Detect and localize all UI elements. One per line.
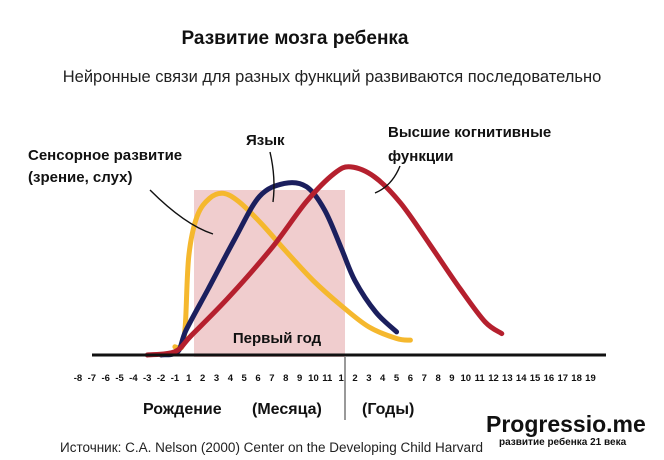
x-tick-label: 15 <box>530 373 541 384</box>
x-tick-label: 6 <box>408 373 413 384</box>
x-tick-label: 4 <box>380 373 386 384</box>
x-tick-label: 7 <box>422 373 427 384</box>
x-tick-label: 7 <box>269 373 274 384</box>
months-axis-label: (Месяца) <box>252 401 322 418</box>
x-tick-label: 3 <box>214 373 219 384</box>
x-tick-label: 11 <box>475 373 486 384</box>
x-tick-label: 1 <box>186 373 192 384</box>
cognitive-label-sub: функции <box>388 148 454 165</box>
x-tick-label: 8 <box>435 373 440 384</box>
birth-axis-label: Рождение <box>143 401 222 418</box>
x-tick-label: 10 <box>461 373 472 384</box>
language-label: Язык <box>246 132 285 149</box>
language-line <box>158 180 400 358</box>
x-tick-label: -6 <box>101 373 109 384</box>
x-tick-label: 8 <box>283 373 288 384</box>
x-tick-label: -7 <box>88 373 96 384</box>
x-tick-label: 10 <box>308 373 319 384</box>
sensory-callout-line <box>149 189 214 235</box>
x-tick-labels: -8 -7 -6 -5 -4 -3 -2 -1 1 2 3 4 5 6 7 8 9 10 11 1 2 3 4 5 6 7 8 9 10… <box>74 373 596 384</box>
x-tick-label: -8 <box>74 373 82 384</box>
chart-title: Развитие мозга ребенка <box>181 28 409 49</box>
x-tick-label: 1 <box>339 373 345 384</box>
x-tick-label: 16 <box>544 373 555 384</box>
x-tick-label: 2 <box>352 373 357 384</box>
x-tick-label: 5 <box>394 373 400 384</box>
source-citation: Источник: C.A. Nelson (2000) Center on t… <box>60 440 484 455</box>
x-tick-label: -4 <box>129 373 138 384</box>
higher-cognitive-line <box>144 164 505 358</box>
cognitive-callout-line <box>374 165 401 194</box>
first-year-label: Первый год <box>233 330 322 347</box>
cognitive-label: Высшие когнитивные <box>388 124 551 141</box>
x-tick-label: 3 <box>366 373 371 384</box>
x-tick-label: 12 <box>488 373 499 384</box>
x-tick-label: 9 <box>449 373 454 384</box>
series-lines <box>144 164 505 358</box>
brand-logo: Progressio.me <box>486 411 646 437</box>
x-tick-label: 5 <box>242 373 248 384</box>
sensory-development-line <box>172 190 413 351</box>
x-tick-label: 14 <box>516 373 527 384</box>
x-tick-label: -3 <box>143 373 151 384</box>
sensory-label-sub: (зрение, слух) <box>28 169 132 186</box>
x-tick-label: 19 <box>585 373 596 384</box>
x-tick-label: -1 <box>171 373 180 384</box>
sensory-label: Сенсорное развитие <box>28 147 182 164</box>
years-axis-label: (Годы) <box>362 401 414 418</box>
x-tick-label: 9 <box>297 373 302 384</box>
x-tick-label: 2 <box>200 373 205 384</box>
brand-tagline: развитие ребенка 21 века <box>499 437 627 448</box>
x-tick-label: 4 <box>228 373 234 384</box>
x-tick-label: 18 <box>571 373 582 384</box>
x-tick-label: -2 <box>157 373 165 384</box>
x-tick-label: 11 <box>322 373 333 384</box>
x-tick-label: 6 <box>255 373 260 384</box>
x-tick-label: -5 <box>115 373 124 384</box>
x-tick-label: 13 <box>502 373 513 384</box>
x-tick-label: 17 <box>557 373 568 384</box>
language-callout-line <box>269 151 275 203</box>
chart-subtitle: Нейронные связи для разных функций разви… <box>62 68 602 86</box>
